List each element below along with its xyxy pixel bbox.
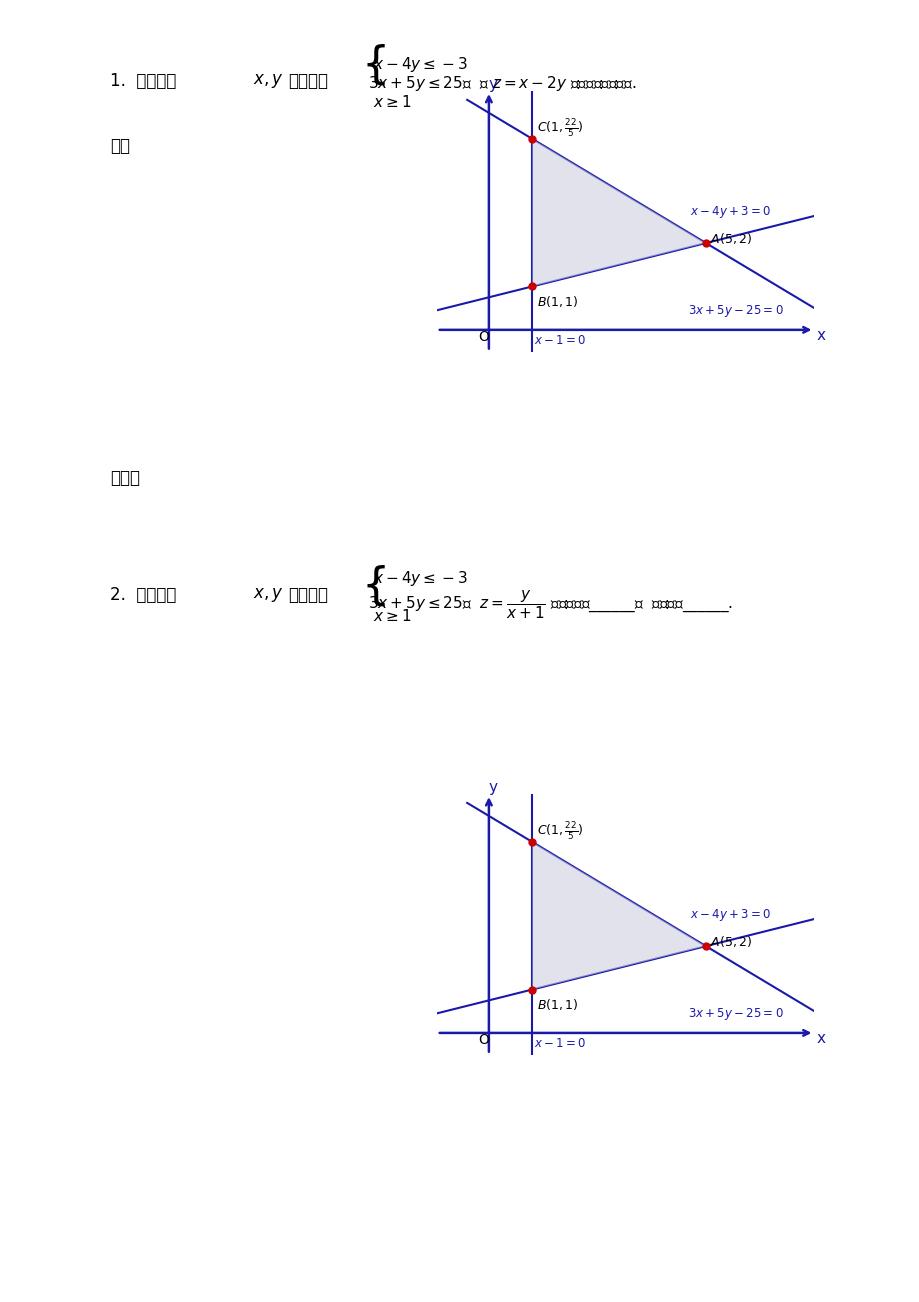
Text: $A(5,2)$: $A(5,2)$ xyxy=(709,232,752,246)
Text: O: O xyxy=(478,1032,488,1047)
Text: $3x+5y \leq 25$，  求 $z=x-2y$ 的最大值与最小值.: $3x+5y \leq 25$， 求 $z=x-2y$ 的最大值与最小值. xyxy=(368,74,636,94)
Polygon shape xyxy=(532,842,705,990)
Text: O: O xyxy=(478,329,488,344)
Text: $3x+5y \leq 25$，  $z=\dfrac{y}{x+1}$ 的最大值为______，  最小值为______.: $3x+5y \leq 25$， $z=\dfrac{y}{x+1}$ 的最大值… xyxy=(368,589,732,621)
Text: $3x+5y-25=0$: $3x+5y-25=0$ xyxy=(687,303,783,319)
Text: 满足条件: 满足条件 xyxy=(288,586,327,604)
Text: y: y xyxy=(488,780,497,796)
Text: $x, y$: $x, y$ xyxy=(253,72,284,90)
Text: 2.  已知变量: 2. 已知变量 xyxy=(110,586,176,604)
Polygon shape xyxy=(532,139,705,286)
Text: $B(1,1)$: $B(1,1)$ xyxy=(536,294,577,310)
Text: 1.  已知变量: 1. 已知变量 xyxy=(110,72,176,90)
Text: $x-4y \leq -3$: $x-4y \leq -3$ xyxy=(372,569,467,589)
Text: $x, y$: $x, y$ xyxy=(253,586,284,604)
Text: $x \geq 1$: $x \geq 1$ xyxy=(372,94,411,109)
Text: 解：: 解： xyxy=(110,137,130,155)
Text: $x-1=0$: $x-1=0$ xyxy=(534,335,586,348)
Text: $x-1=0$: $x-1=0$ xyxy=(534,1038,586,1051)
Text: $x \geq 1$: $x \geq 1$ xyxy=(372,608,411,624)
Text: {: { xyxy=(361,43,390,87)
Text: {: { xyxy=(361,564,390,608)
Text: y: y xyxy=(488,77,497,92)
Text: $A(5,2)$: $A(5,2)$ xyxy=(709,935,752,949)
Text: x: x xyxy=(816,1031,824,1046)
Text: $x-4y \leq -3$: $x-4y \leq -3$ xyxy=(372,55,467,74)
Text: $B(1,1)$: $B(1,1)$ xyxy=(536,997,577,1013)
Text: $x-4y+3=0$: $x-4y+3=0$ xyxy=(689,907,770,923)
Text: $C(1,\frac{22}{5})$: $C(1,\frac{22}{5})$ xyxy=(536,820,583,842)
Text: $3x+5y-25=0$: $3x+5y-25=0$ xyxy=(687,1006,783,1022)
Text: 满足条件: 满足条件 xyxy=(288,72,327,90)
Text: 小结：: 小结： xyxy=(110,469,141,487)
Text: $C(1,\frac{22}{5})$: $C(1,\frac{22}{5})$ xyxy=(536,117,583,139)
Text: x: x xyxy=(816,328,824,342)
Text: $x-4y+3=0$: $x-4y+3=0$ xyxy=(689,204,770,220)
